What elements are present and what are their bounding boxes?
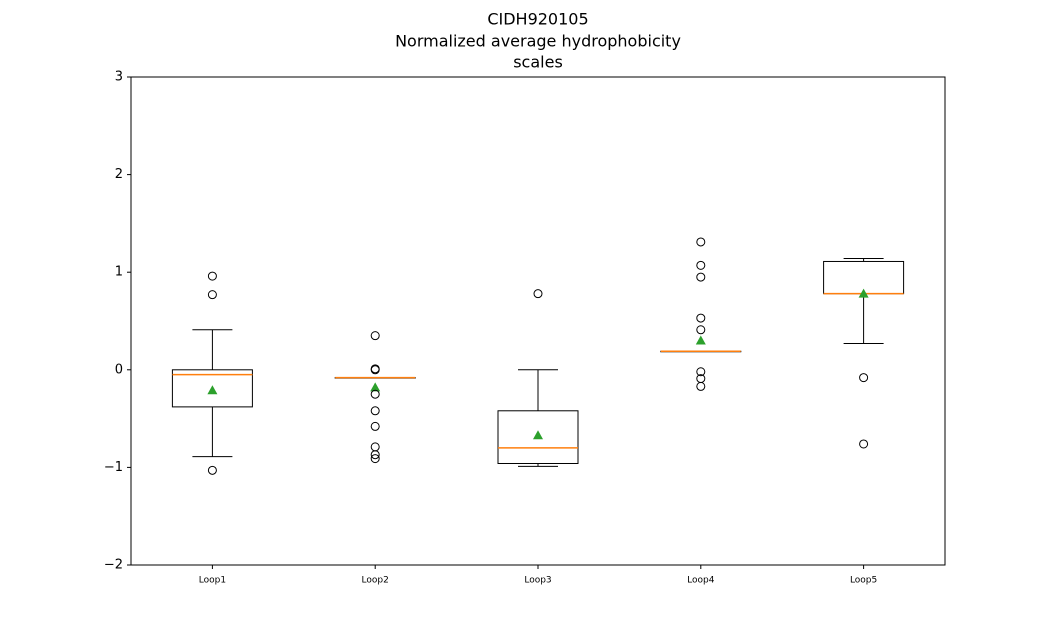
y-tick-label: 2: [115, 167, 123, 182]
outlier: [696, 272, 706, 282]
outlier: [859, 439, 869, 449]
outlier: [696, 367, 706, 377]
outlier: [696, 260, 706, 270]
outlier: [859, 373, 869, 383]
outlier: [207, 465, 217, 475]
chart-title: CIDH920105: [487, 10, 588, 29]
outlier: [370, 331, 380, 341]
x-tick-label: Loop2: [362, 576, 389, 586]
y-tick-label: 0: [115, 362, 123, 377]
outlier: [370, 450, 380, 460]
box: [171, 369, 253, 408]
outlier: [370, 406, 380, 416]
y-tick-label: −1: [104, 460, 123, 475]
box: [497, 410, 579, 464]
outlier: [370, 389, 380, 399]
outlier: [370, 365, 380, 375]
y-tick-label: 1: [115, 265, 123, 280]
x-tick-label: Loop3: [524, 576, 551, 586]
y-tick-label: 3: [115, 70, 123, 85]
outlier: [533, 289, 543, 299]
outlier: [696, 313, 706, 323]
x-tick-label: Loop1: [199, 576, 226, 586]
y-tick-label: −2: [104, 558, 123, 573]
outlier: [370, 421, 380, 431]
mean-marker: [695, 335, 706, 345]
outlier: [696, 237, 706, 247]
outlier: [696, 381, 706, 391]
outlier: [207, 290, 217, 300]
outlier: [207, 271, 217, 281]
mean-marker: [370, 382, 381, 392]
plot-frame: [130, 76, 946, 566]
x-tick-label: Loop4: [687, 576, 715, 586]
x-tick-label: Loop5: [850, 576, 877, 586]
mean-marker: [207, 385, 218, 395]
chart-title: scales: [513, 53, 563, 72]
mean-marker: [858, 288, 869, 298]
outlier: [696, 325, 706, 335]
outlier: [370, 442, 380, 452]
chart-title: Normalized average hydrophobicity: [395, 32, 681, 51]
outlier: [370, 454, 380, 464]
mean-marker: [533, 430, 543, 440]
